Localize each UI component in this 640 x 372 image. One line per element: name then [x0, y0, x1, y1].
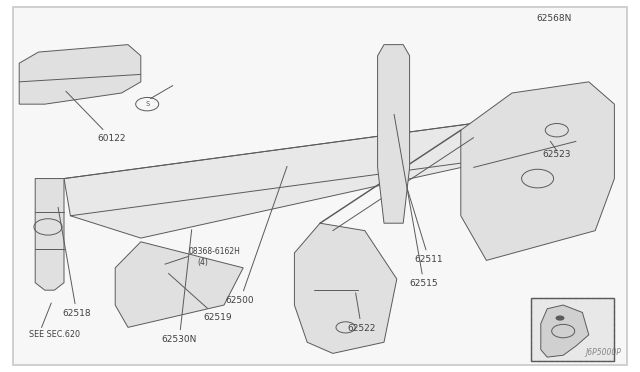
- Polygon shape: [115, 242, 243, 327]
- Bar: [531, 298, 614, 361]
- Circle shape: [556, 315, 564, 321]
- Text: SEE SEC.620: SEE SEC.620: [29, 330, 80, 339]
- Text: 62523: 62523: [543, 150, 571, 159]
- Text: 62568N: 62568N: [536, 14, 572, 23]
- Text: 08368-6162H: 08368-6162H: [189, 247, 241, 256]
- Text: 62518: 62518: [58, 207, 91, 318]
- Polygon shape: [461, 82, 614, 260]
- Text: J6P5000P: J6P5000P: [585, 348, 621, 357]
- Text: 62511: 62511: [407, 189, 444, 264]
- Polygon shape: [541, 305, 589, 357]
- Text: 62519: 62519: [168, 273, 232, 322]
- Text: 62530N: 62530N: [161, 230, 197, 344]
- Polygon shape: [35, 179, 64, 290]
- Polygon shape: [64, 119, 512, 238]
- Polygon shape: [294, 223, 397, 353]
- Text: 62515: 62515: [394, 114, 438, 288]
- Polygon shape: [378, 45, 410, 223]
- Bar: [531, 298, 614, 361]
- Text: 60122: 60122: [66, 91, 126, 143]
- Polygon shape: [19, 45, 141, 104]
- Text: 62522: 62522: [348, 293, 376, 333]
- Text: (4): (4): [197, 258, 208, 267]
- Text: S: S: [145, 101, 149, 107]
- Text: 62500: 62500: [226, 166, 287, 305]
